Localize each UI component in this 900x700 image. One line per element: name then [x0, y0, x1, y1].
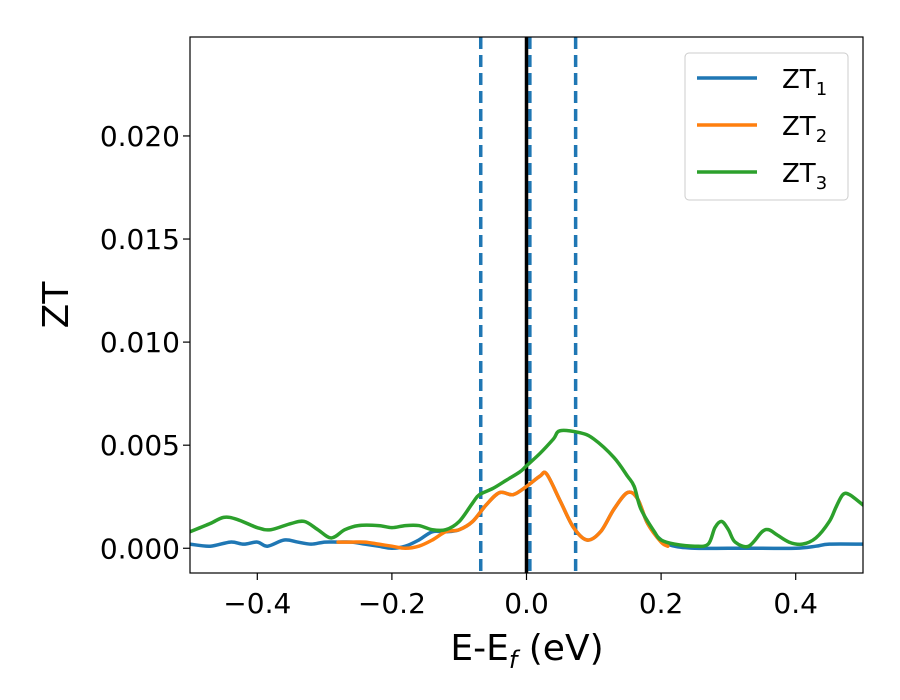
y-tick-label: 0.000 [100, 532, 180, 565]
legend-label: ZT3 [782, 159, 827, 194]
x-axis-ticks: −0.4 −0.2 0.0 0.2 0.4 [223, 573, 818, 620]
x-tick-label: −0.2 [358, 587, 426, 620]
series-line-zt3 [190, 428, 863, 549]
legend-label: ZT2 [782, 112, 827, 147]
plot-frame [189, 36, 864, 574]
legend-label: ZT1 [782, 65, 827, 100]
x-tick-label: −0.4 [223, 587, 291, 620]
y-tick-label: 0.005 [100, 429, 180, 462]
series-line-zt2 [336, 470, 670, 551]
series-layer [190, 428, 863, 551]
reference-lines [478, 37, 578, 573]
x-axis-title: E-Ef (eV) [450, 628, 603, 674]
x-axis-title-unit: (eV) [517, 628, 603, 669]
y-tick-label: 0.010 [100, 326, 180, 359]
y-tick-label: 0.020 [100, 120, 180, 153]
legend-frame [684, 52, 849, 201]
x-tick-label: 0.4 [773, 587, 818, 620]
legend: ZT1 ZT2 ZT3 [684, 52, 849, 201]
x-tick-label: 0.0 [504, 587, 549, 620]
y-axis-ticks: 0.000 0.005 0.010 0.015 0.020 [100, 120, 190, 565]
y-axis-title: ZT [36, 281, 77, 329]
x-tick-label: 0.2 [639, 587, 684, 620]
y-tick-label: 0.015 [100, 223, 180, 256]
